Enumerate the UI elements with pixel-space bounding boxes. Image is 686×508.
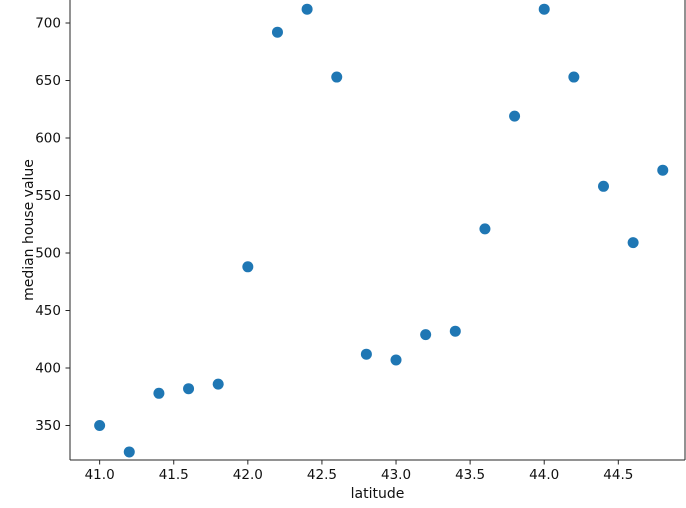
y-axis-label: median house value: [21, 159, 37, 301]
y-tick-label: 350: [35, 418, 61, 434]
data-point: [183, 383, 195, 395]
data-point: [242, 261, 254, 273]
data-point: [390, 354, 402, 366]
data-point: [331, 71, 343, 83]
data-point: [360, 348, 372, 360]
x-tick-label: 44.5: [603, 467, 633, 483]
x-tick-label: 43.5: [455, 467, 485, 483]
data-point: [153, 387, 165, 399]
data-point: [420, 329, 432, 341]
data-point: [627, 237, 639, 249]
x-axis-label: latitude: [350, 486, 405, 502]
x-tick-label: 43.0: [381, 467, 411, 483]
data-point: [94, 420, 106, 431]
data-point: [479, 223, 491, 235]
data-point: [568, 71, 580, 83]
data-point: [212, 378, 224, 390]
data-point: [597, 180, 609, 192]
y-tick-label: 700: [35, 16, 61, 32]
y-tick-label: 550: [35, 188, 61, 204]
y-tick-label: 500: [35, 246, 61, 262]
data-point: [657, 164, 669, 176]
y-tick-label: 600: [35, 131, 61, 147]
data-point: [449, 325, 461, 337]
x-tick-label: 41.0: [85, 467, 115, 483]
data-point: [509, 110, 521, 122]
x-tick-label: 41.5: [159, 467, 189, 483]
data-point: [301, 3, 313, 15]
data-point: [123, 446, 135, 458]
x-tick-label: 42.5: [307, 467, 337, 483]
x-tick-label: 42.0: [233, 467, 263, 483]
x-tick-label: 44.0: [529, 467, 559, 483]
y-tick-label: 650: [35, 73, 61, 89]
data-point: [538, 3, 550, 15]
data-point: [271, 26, 283, 38]
y-tick-label: 450: [35, 303, 61, 319]
y-tick-label: 400: [35, 361, 61, 377]
